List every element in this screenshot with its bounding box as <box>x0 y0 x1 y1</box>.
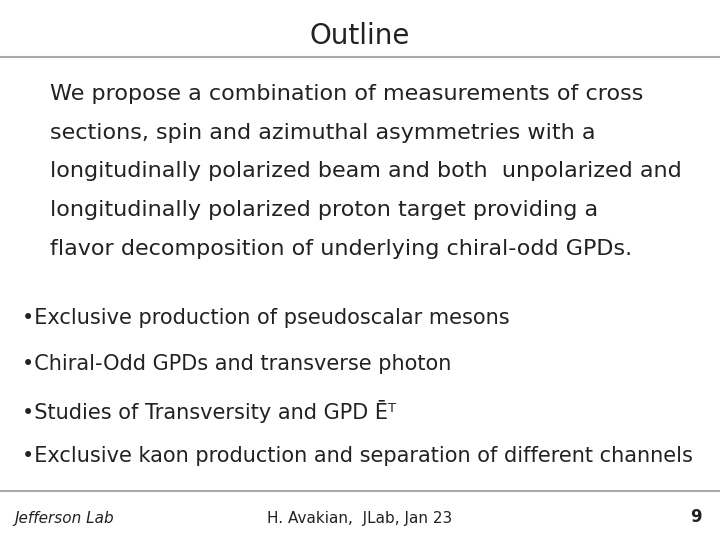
Text: We propose a combination of measurements of cross: We propose a combination of measurements… <box>50 84 644 104</box>
Text: Outline: Outline <box>310 22 410 50</box>
Text: Jefferson Lab: Jefferson Lab <box>14 511 114 526</box>
Text: 9: 9 <box>690 509 702 526</box>
Text: •Chiral-Odd GPDs and transverse photon: •Chiral-Odd GPDs and transverse photon <box>22 354 451 374</box>
Text: longitudinally polarized beam and both  unpolarized and: longitudinally polarized beam and both u… <box>50 161 682 181</box>
Text: •Studies of Transversity and GPD Ēᵀ: •Studies of Transversity and GPD Ēᵀ <box>22 400 396 423</box>
Text: flavor decomposition of underlying chiral-odd GPDs.: flavor decomposition of underlying chira… <box>50 239 633 259</box>
Text: •Exclusive production of pseudoscalar mesons: •Exclusive production of pseudoscalar me… <box>22 308 509 328</box>
Text: longitudinally polarized proton target providing a: longitudinally polarized proton target p… <box>50 200 598 220</box>
Text: sections, spin and azimuthal asymmetries with a: sections, spin and azimuthal asymmetries… <box>50 123 596 143</box>
Text: •Exclusive kaon production and separation of different channels: •Exclusive kaon production and separatio… <box>22 446 693 465</box>
Text: H. Avakian,  JLab, Jan 23: H. Avakian, JLab, Jan 23 <box>267 511 453 526</box>
